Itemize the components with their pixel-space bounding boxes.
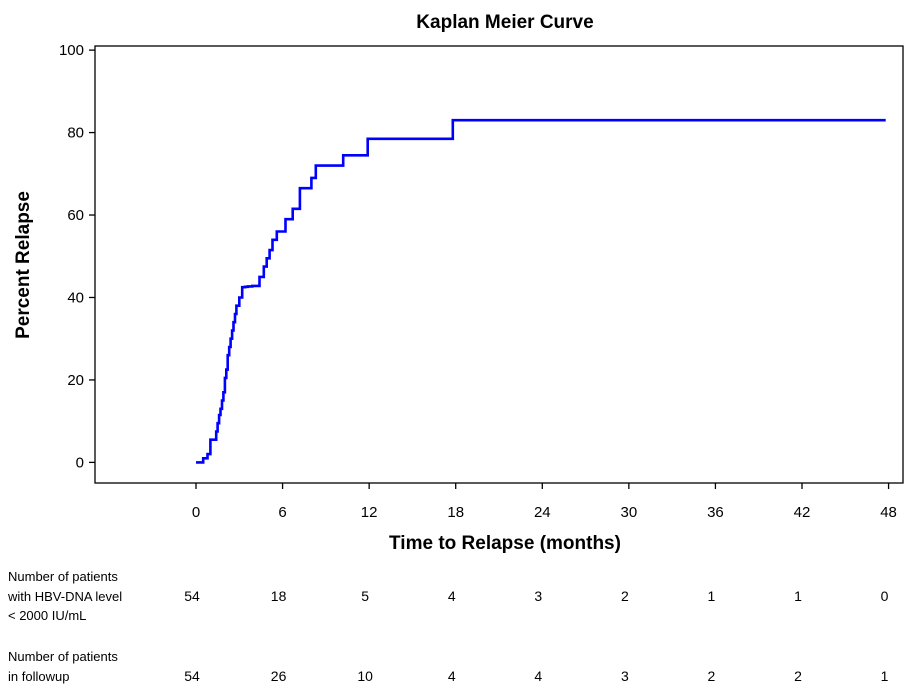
risk-value: 1 [794, 588, 802, 604]
risk-value: 54 [184, 588, 200, 604]
x-tick-label: 6 [278, 504, 286, 521]
y-tick-label: 100 [59, 42, 84, 59]
curve-layer [196, 118, 886, 464]
km-curve-line [196, 118, 886, 464]
x-tick-label: 30 [621, 504, 638, 521]
x-tick-label: 42 [794, 504, 811, 521]
risk-value: 2 [794, 668, 802, 684]
risk-value: 26 [271, 668, 287, 684]
risk-table: Number of patients with HBV-DNA level < 20… [7, 569, 889, 684]
risk-value: 54 [184, 668, 200, 684]
risk-value: 3 [534, 588, 542, 604]
risk-value: 1 [708, 588, 716, 604]
x-tick-label: 0 [192, 504, 200, 521]
risk-row-label: with HBV-DNA level [7, 589, 122, 604]
y-tick-label: 60 [67, 207, 84, 224]
y-tick-label: 80 [67, 125, 84, 142]
y-tick-label: 40 [67, 289, 84, 306]
risk-value: 2 [708, 668, 716, 684]
risk-value: 4 [534, 668, 542, 684]
y-tick-label: 20 [67, 372, 84, 389]
risk-value: 2 [621, 588, 629, 604]
chart-title: Kaplan Meier Curve [416, 12, 593, 33]
plot-frame [94, 45, 904, 484]
y-axis: 0 20 40 60 80 100 [59, 42, 95, 471]
x-tick-label: 18 [447, 504, 464, 521]
risk-value: 4 [448, 588, 456, 604]
risk-row-label: in followup [8, 669, 69, 684]
risk-value: 0 [881, 588, 889, 604]
risk-value: 10 [357, 668, 373, 684]
x-tick-label: 48 [880, 504, 897, 521]
risk-value: 5 [361, 588, 369, 604]
x-axis-title: Time to Relapse (months) [389, 533, 621, 554]
risk-row-label: < 2000 IU/mL [8, 608, 86, 623]
x-tick-label: 12 [361, 504, 378, 521]
risk-row-label: Number of patients [8, 649, 118, 664]
risk-row-label: Number of patients [8, 569, 118, 584]
risk-value: 18 [271, 588, 287, 604]
x-tick-label: 24 [534, 504, 551, 521]
x-tick-label: 36 [707, 504, 724, 521]
risk-value: 1 [881, 668, 889, 684]
x-axis: 0 6 12 18 24 30 36 42 48 [192, 483, 897, 521]
risk-value: 3 [621, 668, 629, 684]
risk-value: 4 [448, 668, 456, 684]
y-tick-label: 0 [76, 454, 84, 471]
y-axis-title: Percent Relapse [13, 191, 34, 339]
